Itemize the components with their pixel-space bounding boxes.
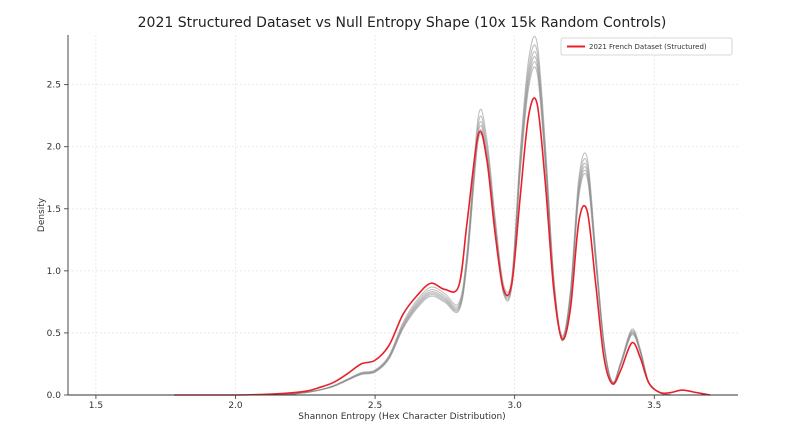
y-tick-label: 1.0: [47, 267, 62, 277]
structured-series-line: [174, 97, 711, 396]
x-tick-label: 2.0: [228, 401, 243, 411]
y-ticks: 0.0 0.5 1.0 1.5 2.0 2.5: [47, 81, 68, 401]
control-series-line-1: [174, 44, 711, 396]
x-tick-label: 3.0: [508, 401, 523, 411]
control-lines: [174, 35, 711, 396]
legend-label-structured: 2021 French Dataset (Structured): [589, 43, 707, 51]
x-ticks: 1.5 2.0 2.5 3.0 3.5: [89, 395, 661, 411]
control-series-line-5: [174, 66, 711, 396]
y-tick-label: 1.5: [47, 205, 61, 215]
legend-box: [560, 37, 733, 56]
x-tick-label: 1.5: [89, 401, 103, 411]
y-tick-label: 2.5: [47, 81, 61, 91]
legend: 2021 French Dataset (Structured): [560, 37, 733, 56]
y-tick-label: 0.0: [47, 391, 62, 401]
x-tick-label: 2.5: [368, 401, 382, 411]
x-tick-label: 3.5: [647, 401, 661, 411]
y-axis-label: Density: [37, 197, 47, 232]
control-series-line-2: [174, 51, 711, 396]
grid: [68, 35, 738, 396]
y-tick-label: 0.5: [47, 329, 61, 339]
x-axis-label: Shannon Entropy (Hex Character Distribut…: [298, 412, 505, 422]
control-series-line-3: [174, 56, 711, 396]
series-lines: [174, 97, 711, 396]
chart-title: 2021 Structured Dataset vs Null Entropy …: [138, 15, 667, 31]
control-series-line-0: [174, 35, 711, 396]
axes: [67, 35, 738, 396]
y-tick-label: 2.0: [47, 143, 62, 153]
